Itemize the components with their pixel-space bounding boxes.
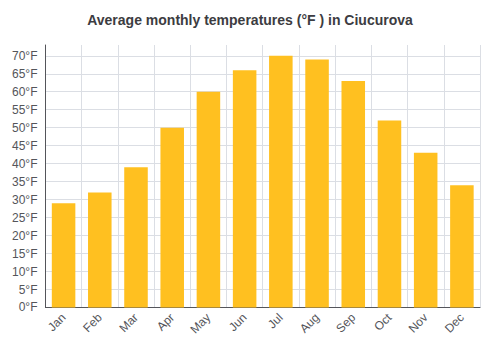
svg-text:Dec: Dec [442,311,467,336]
svg-text:60°F: 60°F [12,85,37,99]
svg-text:Jun: Jun [226,311,250,335]
svg-text:Mar: Mar [116,311,141,335]
svg-text:30°F: 30°F [12,193,37,207]
svg-text:Jan: Jan [45,311,69,335]
svg-text:Feb: Feb [80,310,105,335]
svg-text:Average monthly temperatures (: Average monthly temperatures (°F ) in Ci… [87,12,413,28]
svg-text:35°F: 35°F [12,175,37,189]
svg-text:25°F: 25°F [12,211,37,225]
svg-text:40°F: 40°F [12,157,37,171]
svg-text:50°F: 50°F [12,121,37,135]
svg-text:15°F: 15°F [12,247,37,261]
svg-text:0°F: 0°F [19,300,38,314]
svg-text:Apr: Apr [154,311,177,334]
svg-text:Jul: Jul [265,311,286,332]
svg-text:55°F: 55°F [12,103,37,117]
svg-text:10°F: 10°F [12,265,37,279]
svg-text:May: May [187,311,213,337]
svg-text:45°F: 45°F [12,139,37,153]
svg-text:20°F: 20°F [12,229,37,243]
svg-text:Oct: Oct [371,310,395,334]
svg-text:Aug: Aug [297,311,322,336]
svg-text:65°F: 65°F [12,67,37,81]
svg-text:70°F: 70°F [12,49,37,63]
svg-text:Sep: Sep [333,310,358,335]
svg-text:Nov: Nov [406,311,431,336]
svg-text:5°F: 5°F [19,283,38,297]
